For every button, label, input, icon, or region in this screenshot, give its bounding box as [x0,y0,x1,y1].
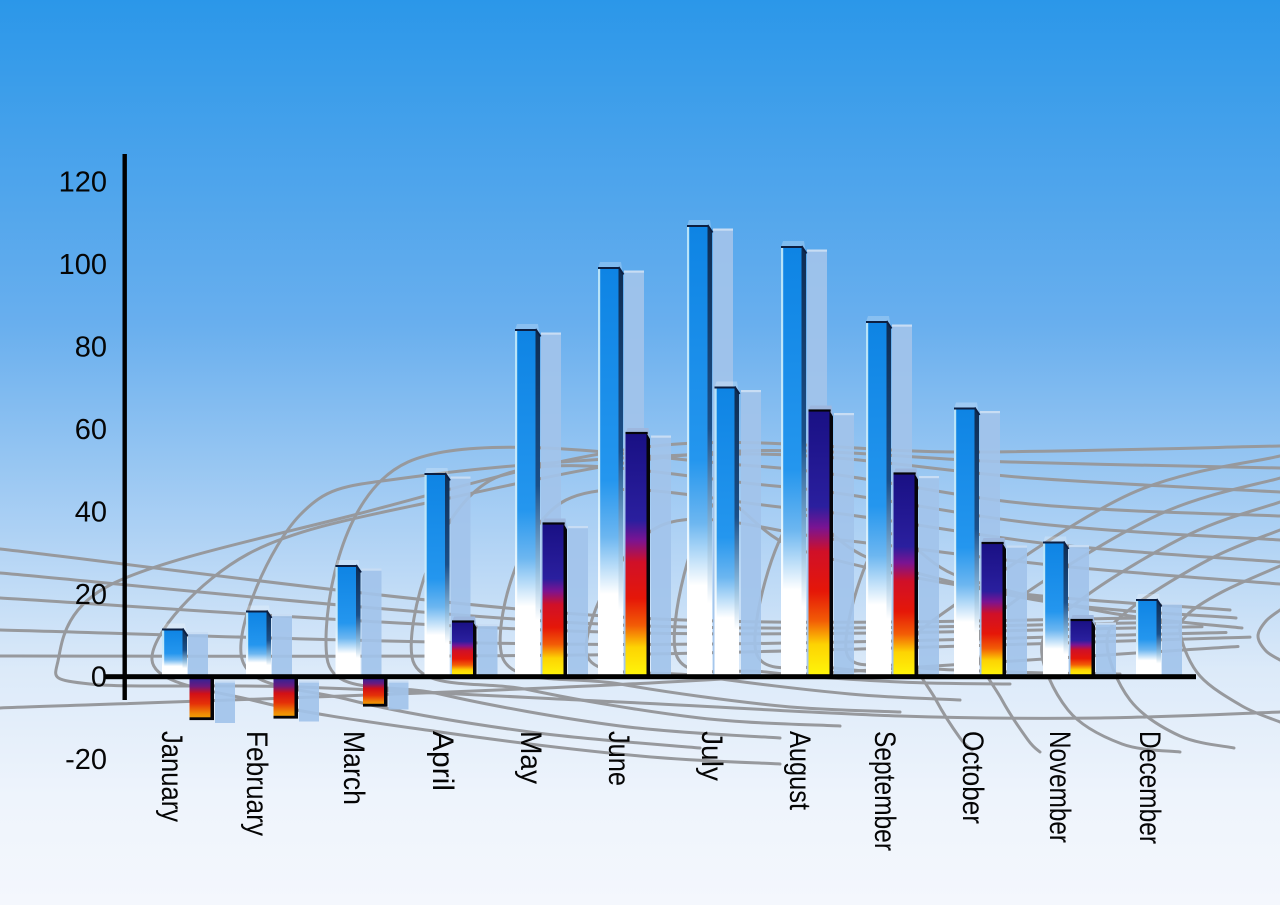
svg-text:May: May [514,731,547,784]
svg-text:80: 80 [75,331,107,363]
svg-text:November: November [1043,731,1076,843]
svg-text:40: 40 [75,496,107,528]
svg-text:-20: -20 [65,744,107,776]
svg-text:June: June [602,731,635,786]
svg-text:July: July [695,731,728,781]
svg-text:20: 20 [75,579,107,611]
svg-text:April: April [426,731,459,791]
svg-text:0: 0 [91,661,107,693]
svg-text:January: January [155,731,188,822]
svg-text:March: March [337,731,370,805]
svg-text:September: September [868,731,901,851]
svg-text:February: February [240,731,273,836]
svg-text:October: October [956,731,989,824]
svg-text:August: August [783,731,816,810]
svg-text:60: 60 [75,414,107,446]
svg-text:120: 120 [59,166,107,198]
svg-text:100: 100 [59,249,107,281]
svg-text:December: December [1133,731,1166,844]
